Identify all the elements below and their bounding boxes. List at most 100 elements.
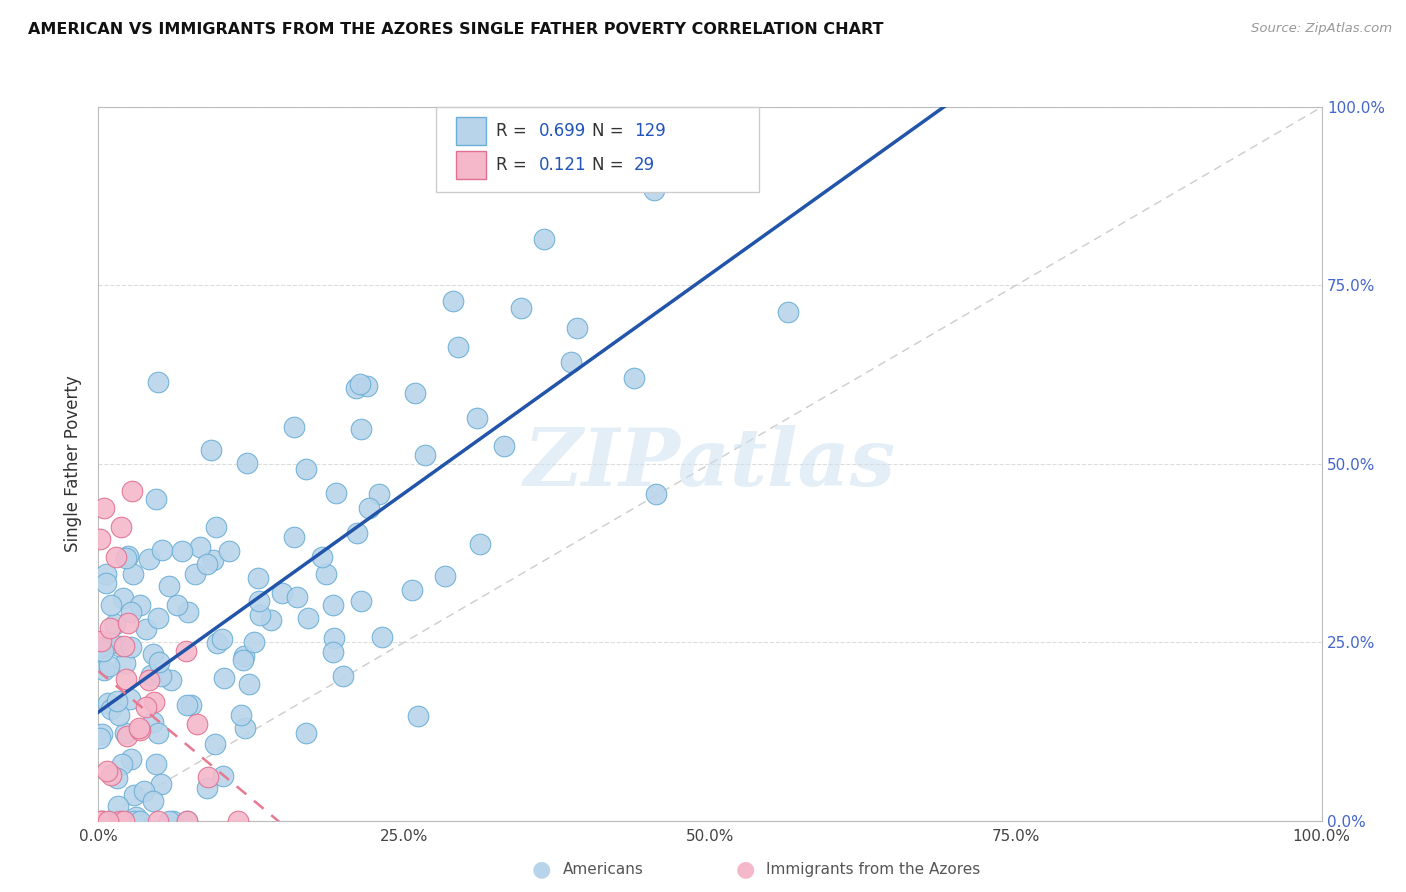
Point	[157, 814, 180, 828]
Point	[533, 231, 555, 245]
Point	[350, 593, 373, 607]
Text: 0.121: 0.121	[538, 156, 586, 174]
Point	[200, 442, 222, 457]
Point	[139, 668, 162, 682]
Point	[150, 542, 173, 557]
Point	[135, 622, 157, 636]
Point	[138, 673, 160, 687]
Text: 29: 29	[634, 156, 655, 174]
Point	[406, 708, 429, 723]
Point	[247, 593, 270, 607]
Point	[434, 569, 457, 583]
Text: R =: R =	[496, 156, 533, 174]
Point	[90, 727, 112, 741]
Point	[236, 456, 259, 470]
Point	[121, 484, 143, 499]
Text: N =: N =	[592, 156, 628, 174]
Point	[322, 599, 344, 613]
Point	[91, 814, 114, 828]
Point	[150, 777, 173, 791]
Point	[176, 644, 198, 658]
Point	[270, 586, 292, 600]
Point	[188, 540, 211, 554]
Point	[509, 301, 531, 316]
Point	[97, 697, 120, 711]
Point	[129, 723, 152, 737]
Point	[643, 183, 665, 197]
Point	[184, 567, 207, 582]
Point	[146, 814, 169, 828]
Point	[125, 810, 148, 824]
Point	[122, 788, 145, 802]
Point	[283, 419, 305, 434]
Point	[148, 655, 170, 669]
Point	[142, 648, 165, 662]
Point	[356, 378, 378, 392]
Point	[145, 757, 167, 772]
Point	[350, 422, 373, 436]
Point	[112, 639, 135, 653]
Point	[146, 725, 169, 739]
Point	[446, 167, 468, 181]
Point	[212, 671, 235, 685]
Point	[100, 702, 122, 716]
Point	[98, 621, 121, 635]
Point	[110, 520, 132, 534]
Point	[89, 731, 111, 746]
Point	[93, 501, 115, 516]
Point	[346, 525, 368, 540]
Point	[204, 738, 226, 752]
Point	[311, 549, 333, 564]
Point	[114, 657, 136, 671]
Text: ●: ●	[735, 860, 755, 880]
Point	[111, 591, 134, 606]
Point	[205, 636, 228, 650]
Point	[285, 591, 308, 605]
Point	[117, 615, 139, 630]
Point	[146, 376, 169, 390]
Point	[100, 599, 122, 613]
Point	[166, 599, 188, 613]
Point	[232, 648, 254, 663]
Point	[120, 605, 142, 619]
Text: Americans: Americans	[562, 863, 644, 877]
Point	[349, 376, 371, 391]
Point	[135, 699, 157, 714]
Text: 0.699: 0.699	[538, 122, 586, 140]
Point	[401, 582, 423, 597]
Point	[371, 630, 394, 644]
Point	[447, 340, 470, 354]
Point	[565, 320, 588, 334]
Point	[112, 814, 135, 828]
Point	[105, 550, 128, 565]
Point	[283, 530, 305, 544]
Point	[97, 814, 120, 828]
Point	[468, 537, 491, 551]
Point	[233, 721, 256, 735]
Point	[100, 636, 122, 650]
Point	[128, 598, 150, 612]
Point	[492, 439, 515, 453]
Point	[195, 781, 218, 796]
Point	[260, 613, 283, 627]
Point	[122, 814, 145, 828]
Point	[108, 814, 131, 828]
Point	[368, 486, 391, 500]
Point	[176, 698, 198, 712]
Point	[228, 814, 250, 828]
Point	[111, 756, 134, 771]
Point	[107, 707, 129, 722]
Point	[249, 607, 271, 622]
Point	[115, 551, 138, 566]
Point	[186, 716, 208, 731]
Point	[560, 355, 582, 369]
Point	[98, 814, 121, 828]
Text: 129: 129	[634, 122, 666, 140]
Point	[132, 783, 155, 797]
Text: Source: ZipAtlas.com: Source: ZipAtlas.com	[1251, 22, 1392, 36]
Point	[89, 640, 111, 655]
Point	[94, 566, 117, 581]
Point	[108, 639, 131, 653]
Point	[145, 491, 167, 506]
Point	[246, 571, 269, 585]
